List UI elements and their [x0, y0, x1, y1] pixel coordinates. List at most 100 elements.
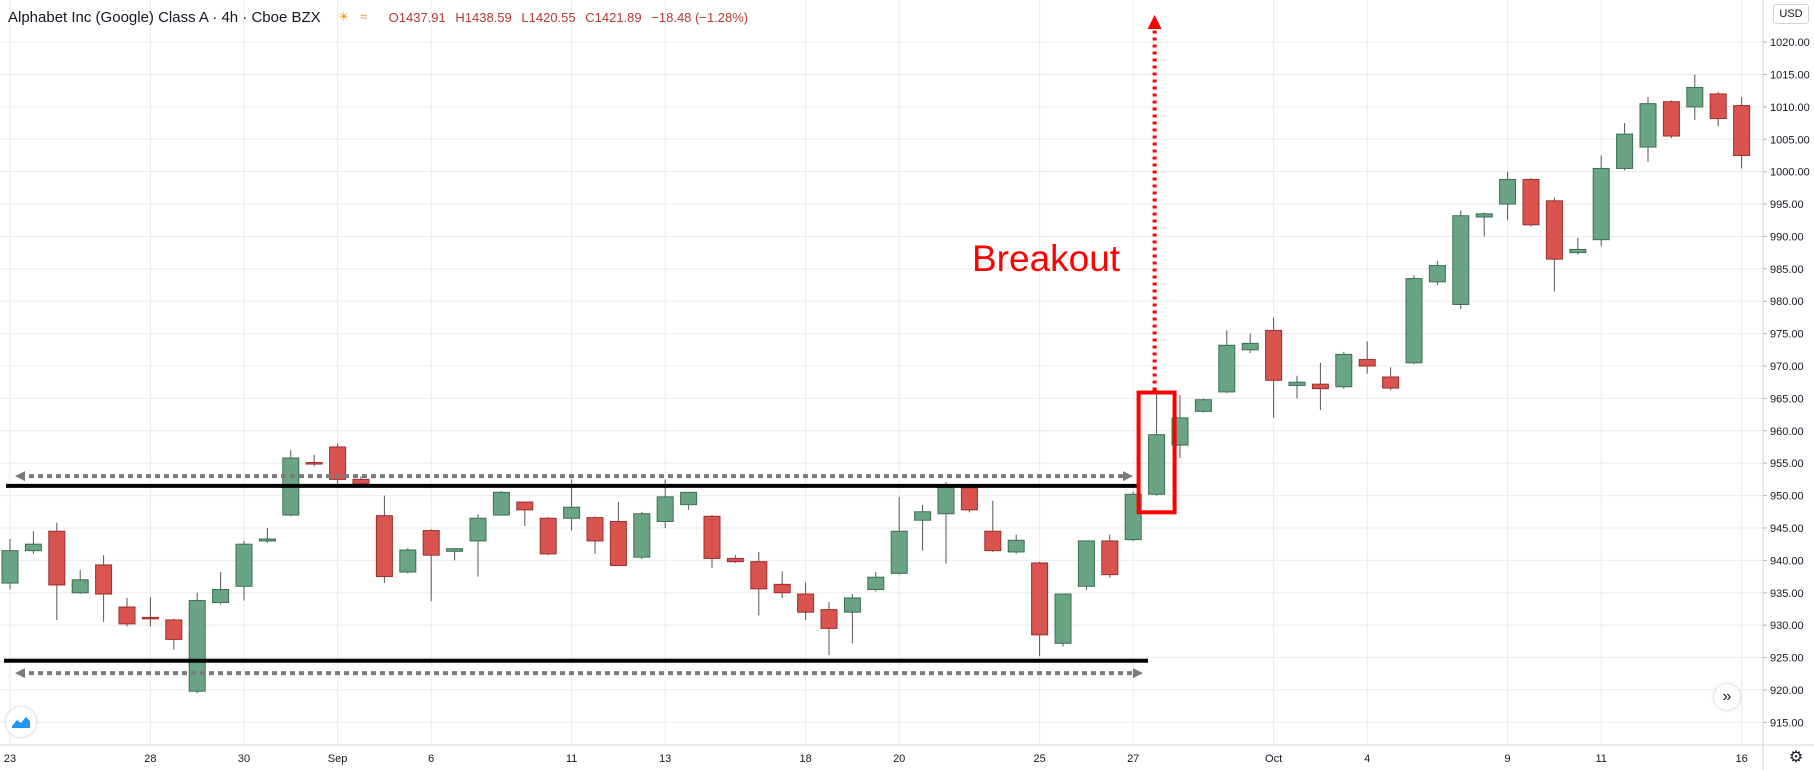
candle-down: [773, 571, 791, 598]
x-tick-label: 20: [893, 753, 905, 765]
candle-body: [1452, 215, 1470, 305]
candle-body: [867, 576, 885, 591]
x-tick-label: 27: [1127, 753, 1139, 765]
candle-body: [703, 515, 721, 559]
waves-icon[interactable]: ≈: [360, 9, 368, 24]
candle-down: [141, 597, 159, 627]
x-tick-label: 25: [1033, 753, 1045, 765]
candle-body: [1031, 562, 1049, 636]
x-tick-label: 11: [566, 753, 577, 765]
price-axis[interactable]: 915.00 920.00 925.00 930.00 935.00 940.00 945.…: [1763, 37, 1810, 729]
y-tick-label: 945.00: [1770, 523, 1804, 535]
candle-up: [1475, 212, 1493, 237]
candle-up: [1054, 593, 1072, 647]
candle-down: [118, 597, 136, 627]
candle-up: [1077, 540, 1095, 591]
candle-body: [1709, 93, 1727, 120]
candle-body: [960, 487, 978, 511]
candle-body: [422, 530, 440, 556]
candle-body: [1405, 278, 1423, 364]
candle-body: [1499, 178, 1517, 205]
candle-body: [469, 517, 487, 542]
candle-body: [24, 543, 42, 552]
candle-up: [71, 570, 89, 595]
candle-body: [165, 619, 183, 640]
candle-body: [984, 530, 1002, 552]
candle-up: [1241, 333, 1259, 354]
candle-body: [141, 616, 159, 620]
y-tick-label: 955.00: [1770, 458, 1804, 470]
y-tick-label: 980.00: [1770, 296, 1804, 308]
y-tick-label: 995.00: [1770, 199, 1804, 211]
y-tick-label: 1020.00: [1770, 37, 1810, 49]
candlestick-series: [1, 74, 1751, 694]
y-tick-label: 985.00: [1770, 264, 1804, 276]
candle-up: [469, 514, 487, 577]
scroll-to-realtime-icon[interactable]: »: [1714, 684, 1740, 710]
candle-up: [399, 548, 417, 574]
candle-body: [1616, 133, 1634, 169]
y-tick-label: 935.00: [1770, 588, 1804, 600]
candle-body: [1148, 434, 1166, 495]
y-tick-label: 925.00: [1770, 653, 1804, 665]
y-tick-label: 1010.00: [1770, 102, 1810, 114]
candle-body: [1311, 383, 1329, 390]
candle-body: [937, 485, 955, 515]
candle-body: [1639, 103, 1657, 148]
candle-body: [726, 557, 744, 563]
candle-up: [1592, 155, 1610, 247]
settings-gear-icon[interactable]: ⚙: [1788, 749, 1804, 766]
y-tick-label: 1015.00: [1770, 70, 1810, 82]
candle-body: [212, 589, 230, 603]
y-tick-label: 960.00: [1770, 426, 1804, 438]
candle-down: [750, 551, 768, 616]
candle-up: [1288, 375, 1306, 399]
candle-down: [609, 502, 627, 567]
candle-up: [212, 572, 230, 605]
candle-body: [633, 513, 651, 558]
time-axis[interactable]: 23 28 30 Sep 6 11 13 18 20 25 27 Oct 4 9 11 16: [4, 753, 1748, 765]
candle-up: [867, 572, 885, 592]
x-tick-label: Oct: [1265, 753, 1282, 765]
candle-body: [609, 521, 627, 567]
candle-up: [1686, 74, 1704, 120]
x-tick-label: 18: [799, 753, 811, 765]
x-tick-label: 9: [1505, 753, 1511, 765]
y-tick-label: 930.00: [1770, 620, 1804, 632]
sun-icon[interactable]: ☀: [337, 9, 350, 24]
candle-body: [750, 561, 768, 590]
candle-up: [1569, 237, 1587, 255]
candle-body: [305, 462, 323, 465]
candle-body: [1475, 213, 1493, 218]
candle-body: [1054, 593, 1072, 644]
candle-body: [1218, 344, 1236, 393]
y-tick-label: 990.00: [1770, 231, 1804, 243]
y-tick-label: 970.00: [1770, 361, 1804, 373]
candle-body: [1288, 381, 1306, 386]
candle-body: [1265, 329, 1283, 381]
candle-down: [1709, 91, 1727, 127]
x-tick-label: 23: [4, 753, 16, 765]
candle-up: [914, 504, 932, 551]
candle-down: [329, 443, 347, 486]
currency-label[interactable]: USD: [1773, 4, 1809, 24]
candle-down: [703, 515, 721, 569]
y-tick-label: 1005.00: [1770, 134, 1810, 146]
open-value: O1437.91: [388, 9, 446, 25]
candle-body: [95, 564, 113, 595]
chart-legend: Alphabet Inc (Google) Class A · 4h · Cbo…: [8, 6, 754, 28]
candle-body: [1241, 342, 1259, 351]
symbol-title[interactable]: Alphabet Inc (Google) Class A · 4h · Cbo…: [8, 8, 321, 26]
candle-body: [1592, 167, 1610, 241]
candle-down: [165, 618, 183, 650]
candle-body: [258, 538, 276, 542]
candle-up: [1007, 534, 1025, 554]
candle-down: [586, 516, 604, 554]
candle-down: [305, 454, 323, 467]
candle-down: [422, 529, 440, 602]
y-tick-label: 940.00: [1770, 555, 1804, 567]
tradingview-logo-icon[interactable]: [6, 707, 36, 737]
candle-down: [1031, 561, 1049, 657]
candle-body: [399, 549, 417, 573]
